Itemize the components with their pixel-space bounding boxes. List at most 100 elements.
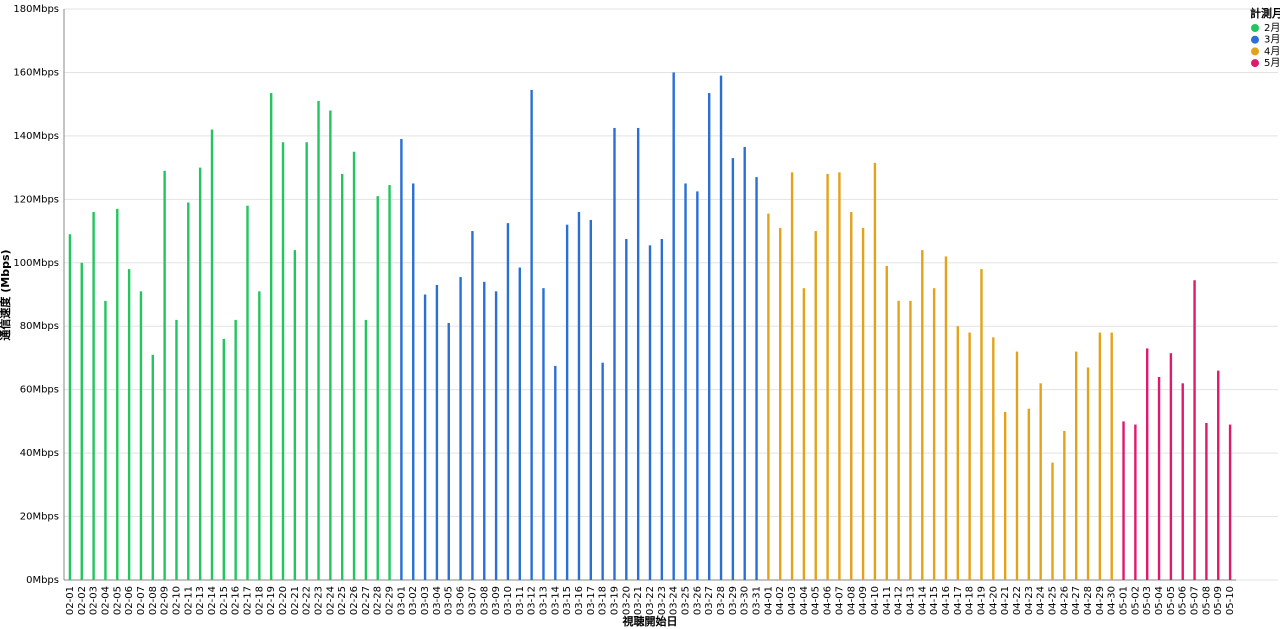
x-tick-label: 02-17: [242, 586, 253, 615]
x-tick-label: 04-05: [811, 586, 822, 615]
x-tick-label: 03-15: [562, 586, 573, 615]
x-tick-label: 02-21: [290, 586, 301, 615]
x-tick-label: 02-22: [302, 586, 313, 615]
y-tick-label: 40Mbps: [20, 448, 59, 459]
x-tick-label: 05-04: [1154, 586, 1165, 615]
x-tick-label: 02-05: [112, 586, 123, 615]
bar: [222, 338, 226, 580]
x-tick-label: 02-15: [219, 586, 230, 615]
bar: [163, 170, 166, 581]
bar: [1110, 332, 1113, 580]
y-tick-label: 180Mbps: [13, 4, 59, 15]
x-tick-label: 03-06: [456, 586, 467, 615]
bar: [696, 191, 699, 580]
x-tick-label: 03-04: [432, 586, 443, 615]
bar: [459, 277, 462, 580]
bar: [944, 256, 948, 580]
bar: [246, 205, 249, 580]
y-tick-label: 80Mbps: [20, 321, 59, 332]
x-tick-label: 03-03: [420, 586, 431, 615]
bar: [1027, 408, 1031, 580]
x-tick-label: 04-13: [905, 586, 916, 615]
bar: [471, 231, 474, 581]
bar: [1074, 351, 1078, 580]
x-tick-label: 03-30: [740, 586, 751, 615]
x-tick-label: 02-06: [124, 586, 135, 615]
legend-swatch: [1251, 59, 1259, 68]
bar: [412, 183, 415, 580]
x-tick-label: 05-03: [1142, 586, 1153, 615]
legend-swatch: [1251, 47, 1259, 56]
bar: [187, 202, 190, 580]
x-tick-label: 04-30: [1107, 586, 1118, 615]
bar: [1098, 332, 1102, 580]
bar: [1228, 424, 1232, 580]
bar: [838, 172, 841, 580]
bar: [127, 269, 131, 580]
bar: [850, 212, 853, 580]
x-tick-label: 04-17: [953, 586, 964, 615]
x-tick-label: 03-17: [586, 586, 597, 615]
x-tick-label: 04-11: [882, 586, 893, 615]
x-tick-label: 03-10: [503, 586, 514, 615]
x-tick-label: 02-18: [254, 586, 265, 615]
bar: [968, 332, 971, 580]
bar: [802, 288, 806, 580]
bar: [1051, 462, 1054, 580]
bar: [565, 224, 569, 580]
bar: [305, 142, 308, 580]
bar: [790, 172, 794, 580]
bar: [92, 212, 95, 580]
bar: [1181, 383, 1184, 580]
bar: [423, 294, 427, 580]
x-tick-label: 03-29: [728, 586, 739, 615]
legend-label: 2月: [1264, 22, 1280, 34]
x-tick-label: 04-10: [870, 586, 881, 615]
x-tick-label: 02-28: [373, 586, 384, 615]
bar: [613, 127, 616, 580]
y-tick-label: 60Mbps: [20, 385, 59, 396]
bar: [554, 365, 557, 580]
x-tick-label: 02-08: [148, 586, 159, 615]
bar: [1015, 351, 1019, 580]
x-tick-label: 02-14: [207, 586, 218, 615]
x-tick-label: 03-19: [609, 586, 620, 615]
x-tick-label: 03-24: [669, 586, 680, 615]
bar: [341, 173, 344, 580]
legend-swatch: [1251, 35, 1259, 44]
legend-label: 4月: [1264, 45, 1280, 57]
x-tick-label: 04-07: [834, 586, 845, 615]
x-tick-label: 03-01: [396, 586, 407, 615]
bar: [518, 267, 521, 580]
x-tick-label: 04-22: [1012, 586, 1023, 615]
x-tick-label: 03-12: [527, 586, 538, 615]
bar: [873, 162, 877, 580]
x-tick-label: 03-02: [408, 586, 419, 615]
x-tick-label: 05-01: [1119, 586, 1130, 615]
bar: [1146, 348, 1149, 580]
bar: [447, 323, 450, 580]
x-tick-label: 02-26: [349, 586, 360, 615]
x-tick-label: 04-20: [988, 586, 999, 615]
bar: [921, 250, 924, 581]
x-tick-label: 04-18: [965, 586, 976, 615]
bar: [672, 72, 675, 580]
legend-label: 5月: [1264, 57, 1280, 69]
bar: [1157, 376, 1161, 580]
x-tick-label: 05-05: [1166, 586, 1177, 615]
x-tick-label: 03-16: [574, 586, 585, 615]
x-tick-label: 04-03: [787, 586, 798, 615]
x-tick-label: 04-19: [976, 586, 987, 615]
bar: [601, 362, 604, 580]
x-tick-label: 03-18: [598, 586, 609, 615]
bar: [400, 139, 403, 581]
y-tick-label: 120Mbps: [13, 194, 59, 205]
bar: [80, 262, 83, 580]
x-tick-label: 02-25: [337, 586, 348, 615]
bar: [483, 281, 486, 580]
x-tick-label: 04-01: [763, 586, 774, 615]
bar: [151, 354, 154, 580]
bar: [210, 129, 214, 581]
bar: [1063, 430, 1066, 580]
bar: [909, 300, 912, 580]
